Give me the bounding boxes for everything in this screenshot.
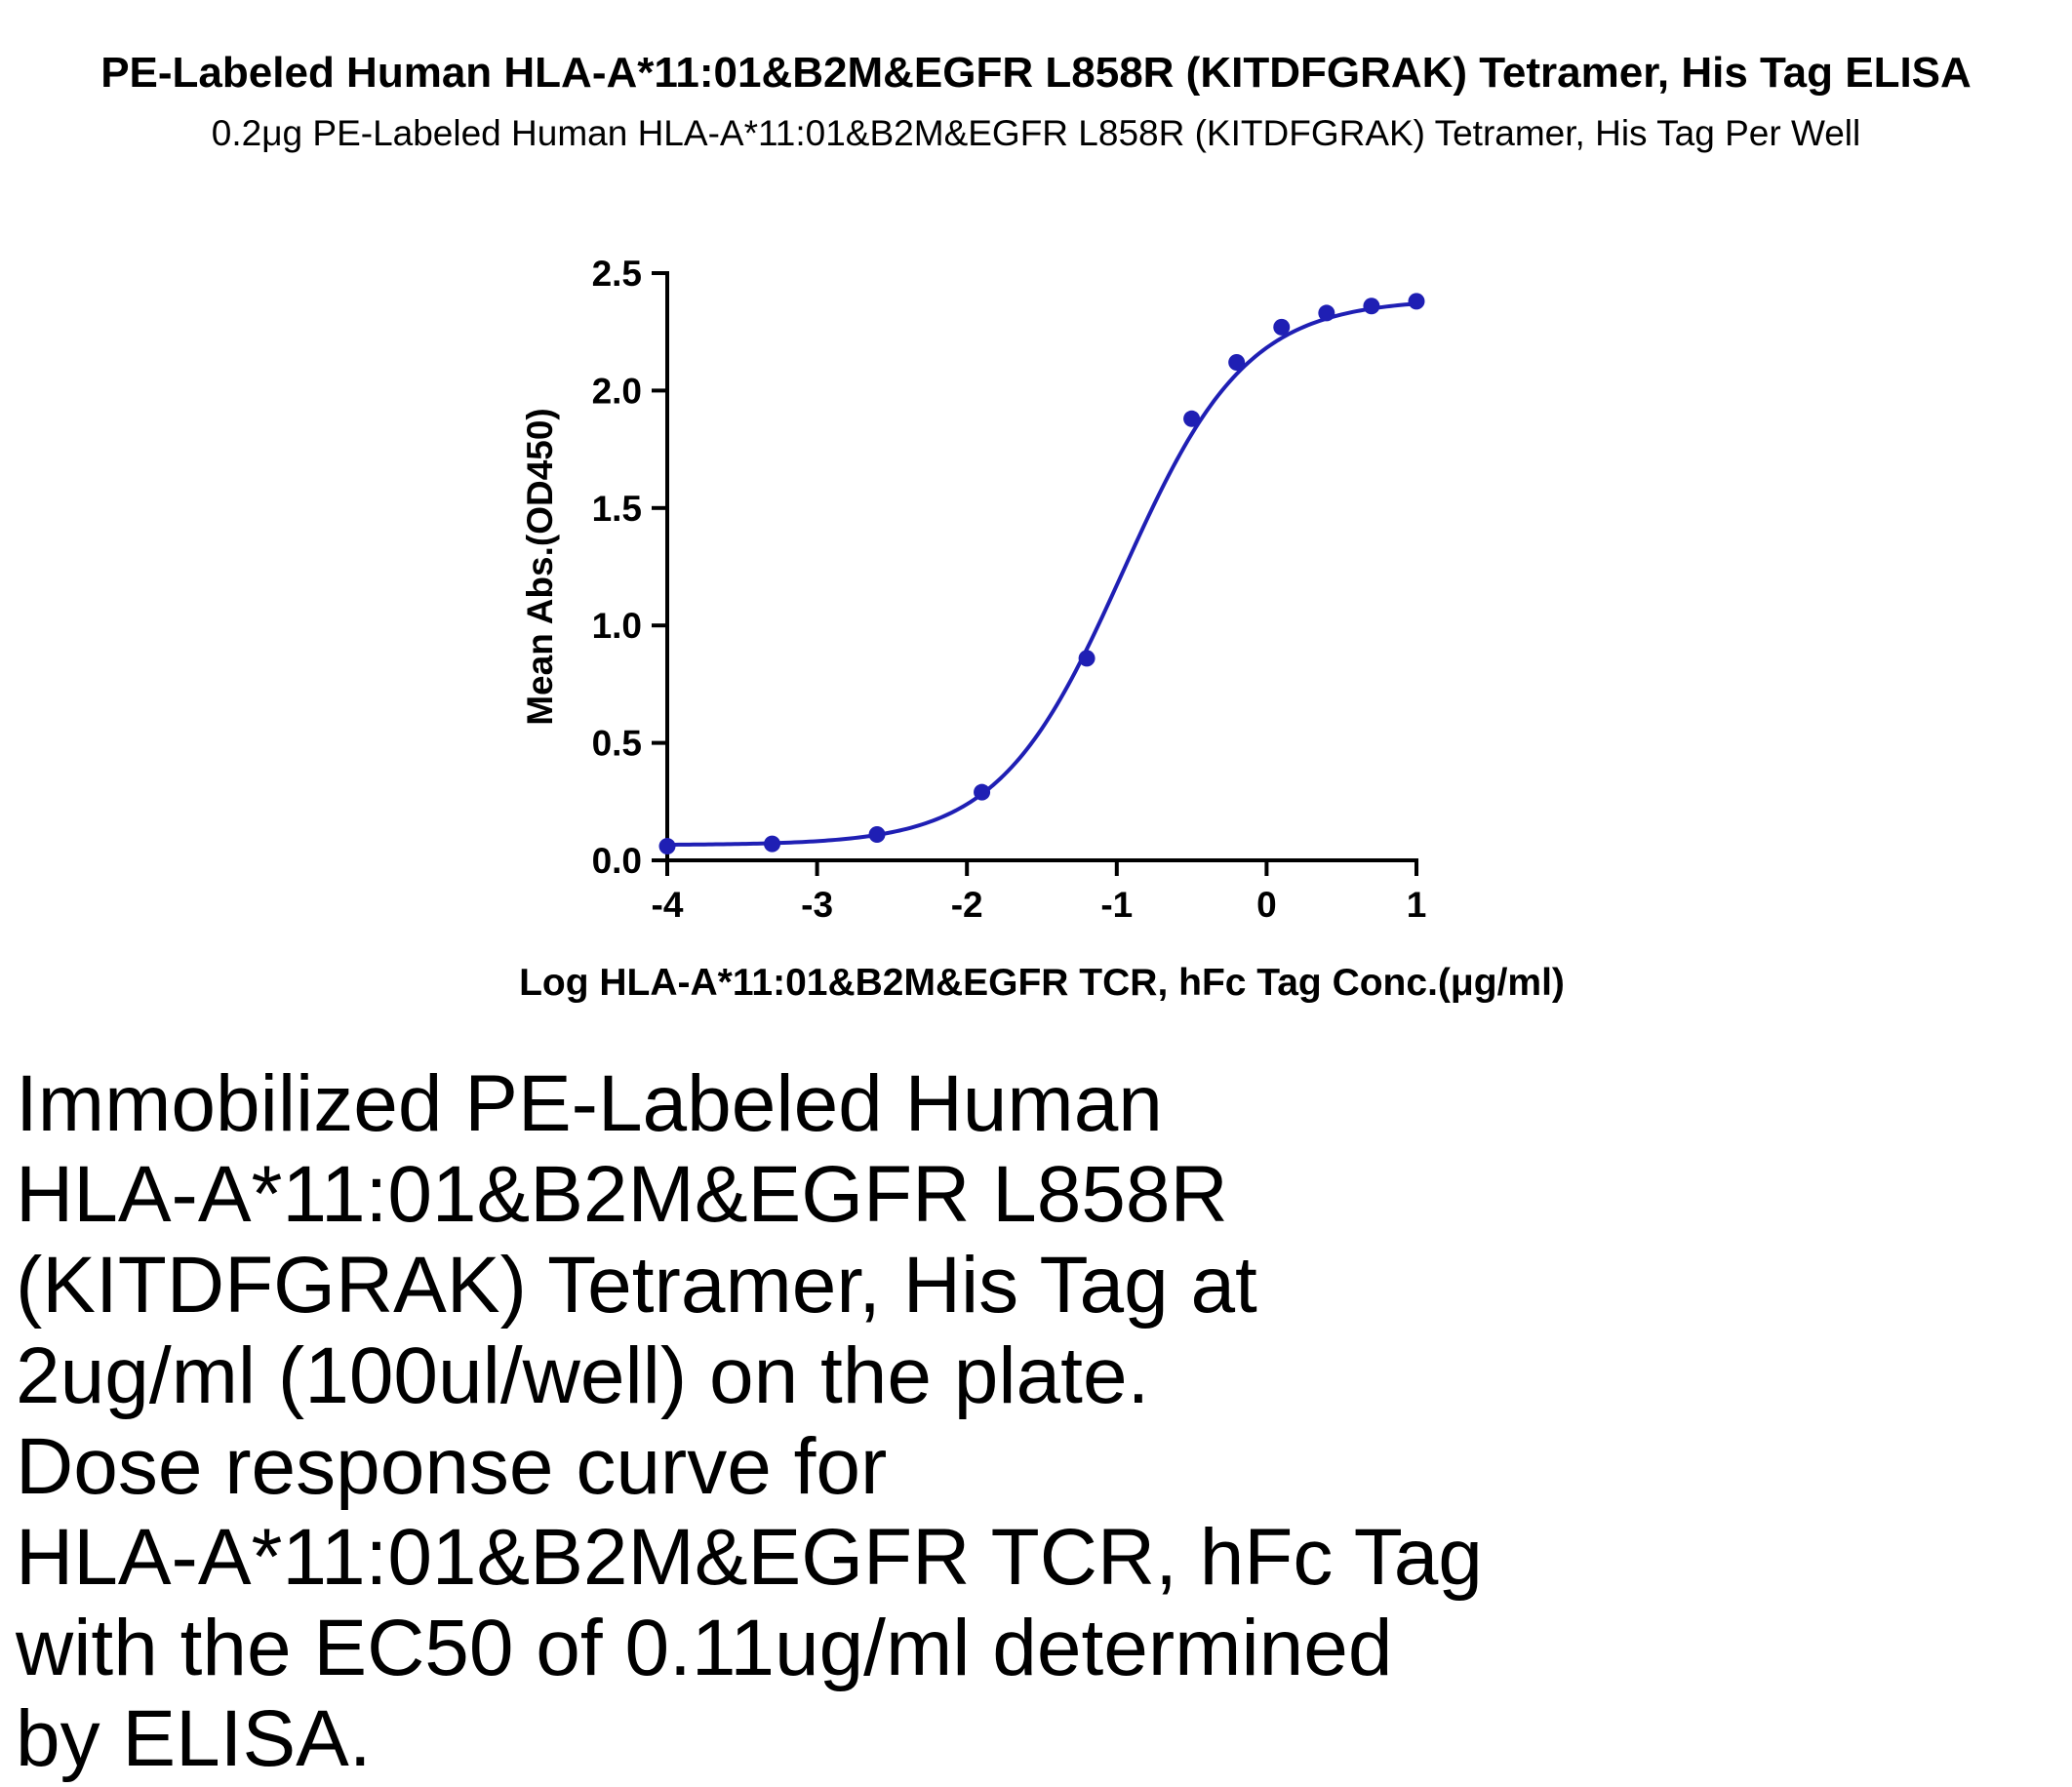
y-tick-label: 1.5 (592, 489, 642, 529)
description-line: HLA-A*11:01&B2M&EGFR L858R (16, 1150, 1228, 1239)
chart-subtitle: 0.2μg PE-Labeled Human HLA-A*11:01&B2M&E… (211, 113, 1861, 153)
data-point (1363, 298, 1380, 315)
x-tick-label: -3 (801, 885, 833, 925)
x-tick-label: -4 (652, 885, 684, 925)
x-tick-label: -1 (1100, 885, 1133, 925)
x-tick-label: 1 (1407, 885, 1427, 925)
description-line: with the EC50 of 0.11ug/ml determined (16, 1604, 1393, 1692)
fit-curve (666, 301, 1417, 847)
description-line: by ELISA. (16, 1694, 372, 1783)
chart-title: PE-Labeled Human HLA-A*11:01&B2M&EGFR L8… (100, 49, 1972, 97)
y-tick-label: 2.0 (592, 371, 642, 411)
description-line: HLA-A*11:01&B2M&EGFR TCR, hFc Tag (16, 1513, 1483, 1602)
description-line: Immobilized PE-Labeled Human (16, 1059, 1163, 1148)
data-point (1183, 410, 1201, 427)
description: Immobilized PE-Labeled Human HLA-A*11:01… (16, 1058, 1869, 1784)
data-point (868, 826, 886, 844)
data-point (764, 835, 781, 853)
x-axis-label: Log HLA-A*11:01&B2M&EGFR TCR, hFc Tag Co… (519, 962, 1565, 1004)
data-point (1408, 293, 1425, 310)
x-axis-ticks: -4 -3 -2 -1 0 1 (652, 860, 1427, 925)
description-line: (KITDFGRAK) Tetramer, His Tag at (16, 1241, 1257, 1330)
data-point (1228, 354, 1246, 372)
data-point (1078, 650, 1096, 667)
data-points (658, 293, 1425, 855)
x-tick-label: 0 (1256, 885, 1277, 925)
y-tick-label: 0.0 (592, 841, 642, 881)
data-point (974, 783, 991, 801)
data-point (658, 838, 676, 855)
data-point (1273, 318, 1291, 336)
y-tick-label: 2.5 (592, 254, 642, 294)
y-tick-label: 1.0 (592, 606, 642, 646)
y-axis-ticks: 0.0 0.5 1.0 1.5 2.0 2.5 (592, 254, 667, 881)
x-tick-label: -2 (951, 885, 983, 925)
y-tick-label: 0.5 (592, 724, 642, 764)
y-axis-label: Mean Abs.(OD450) (520, 408, 560, 726)
description-line: 2ug/ml (100ul/well) on the plate. (16, 1331, 1150, 1420)
data-point (1318, 304, 1335, 322)
description-line: Dose response curve for (16, 1422, 888, 1511)
elisa-chart: 0.0 0.5 1.0 1.5 2.0 2.5 -4 -3 -2 -1 0 1 Mean Abs.(… (519, 254, 1565, 1004)
